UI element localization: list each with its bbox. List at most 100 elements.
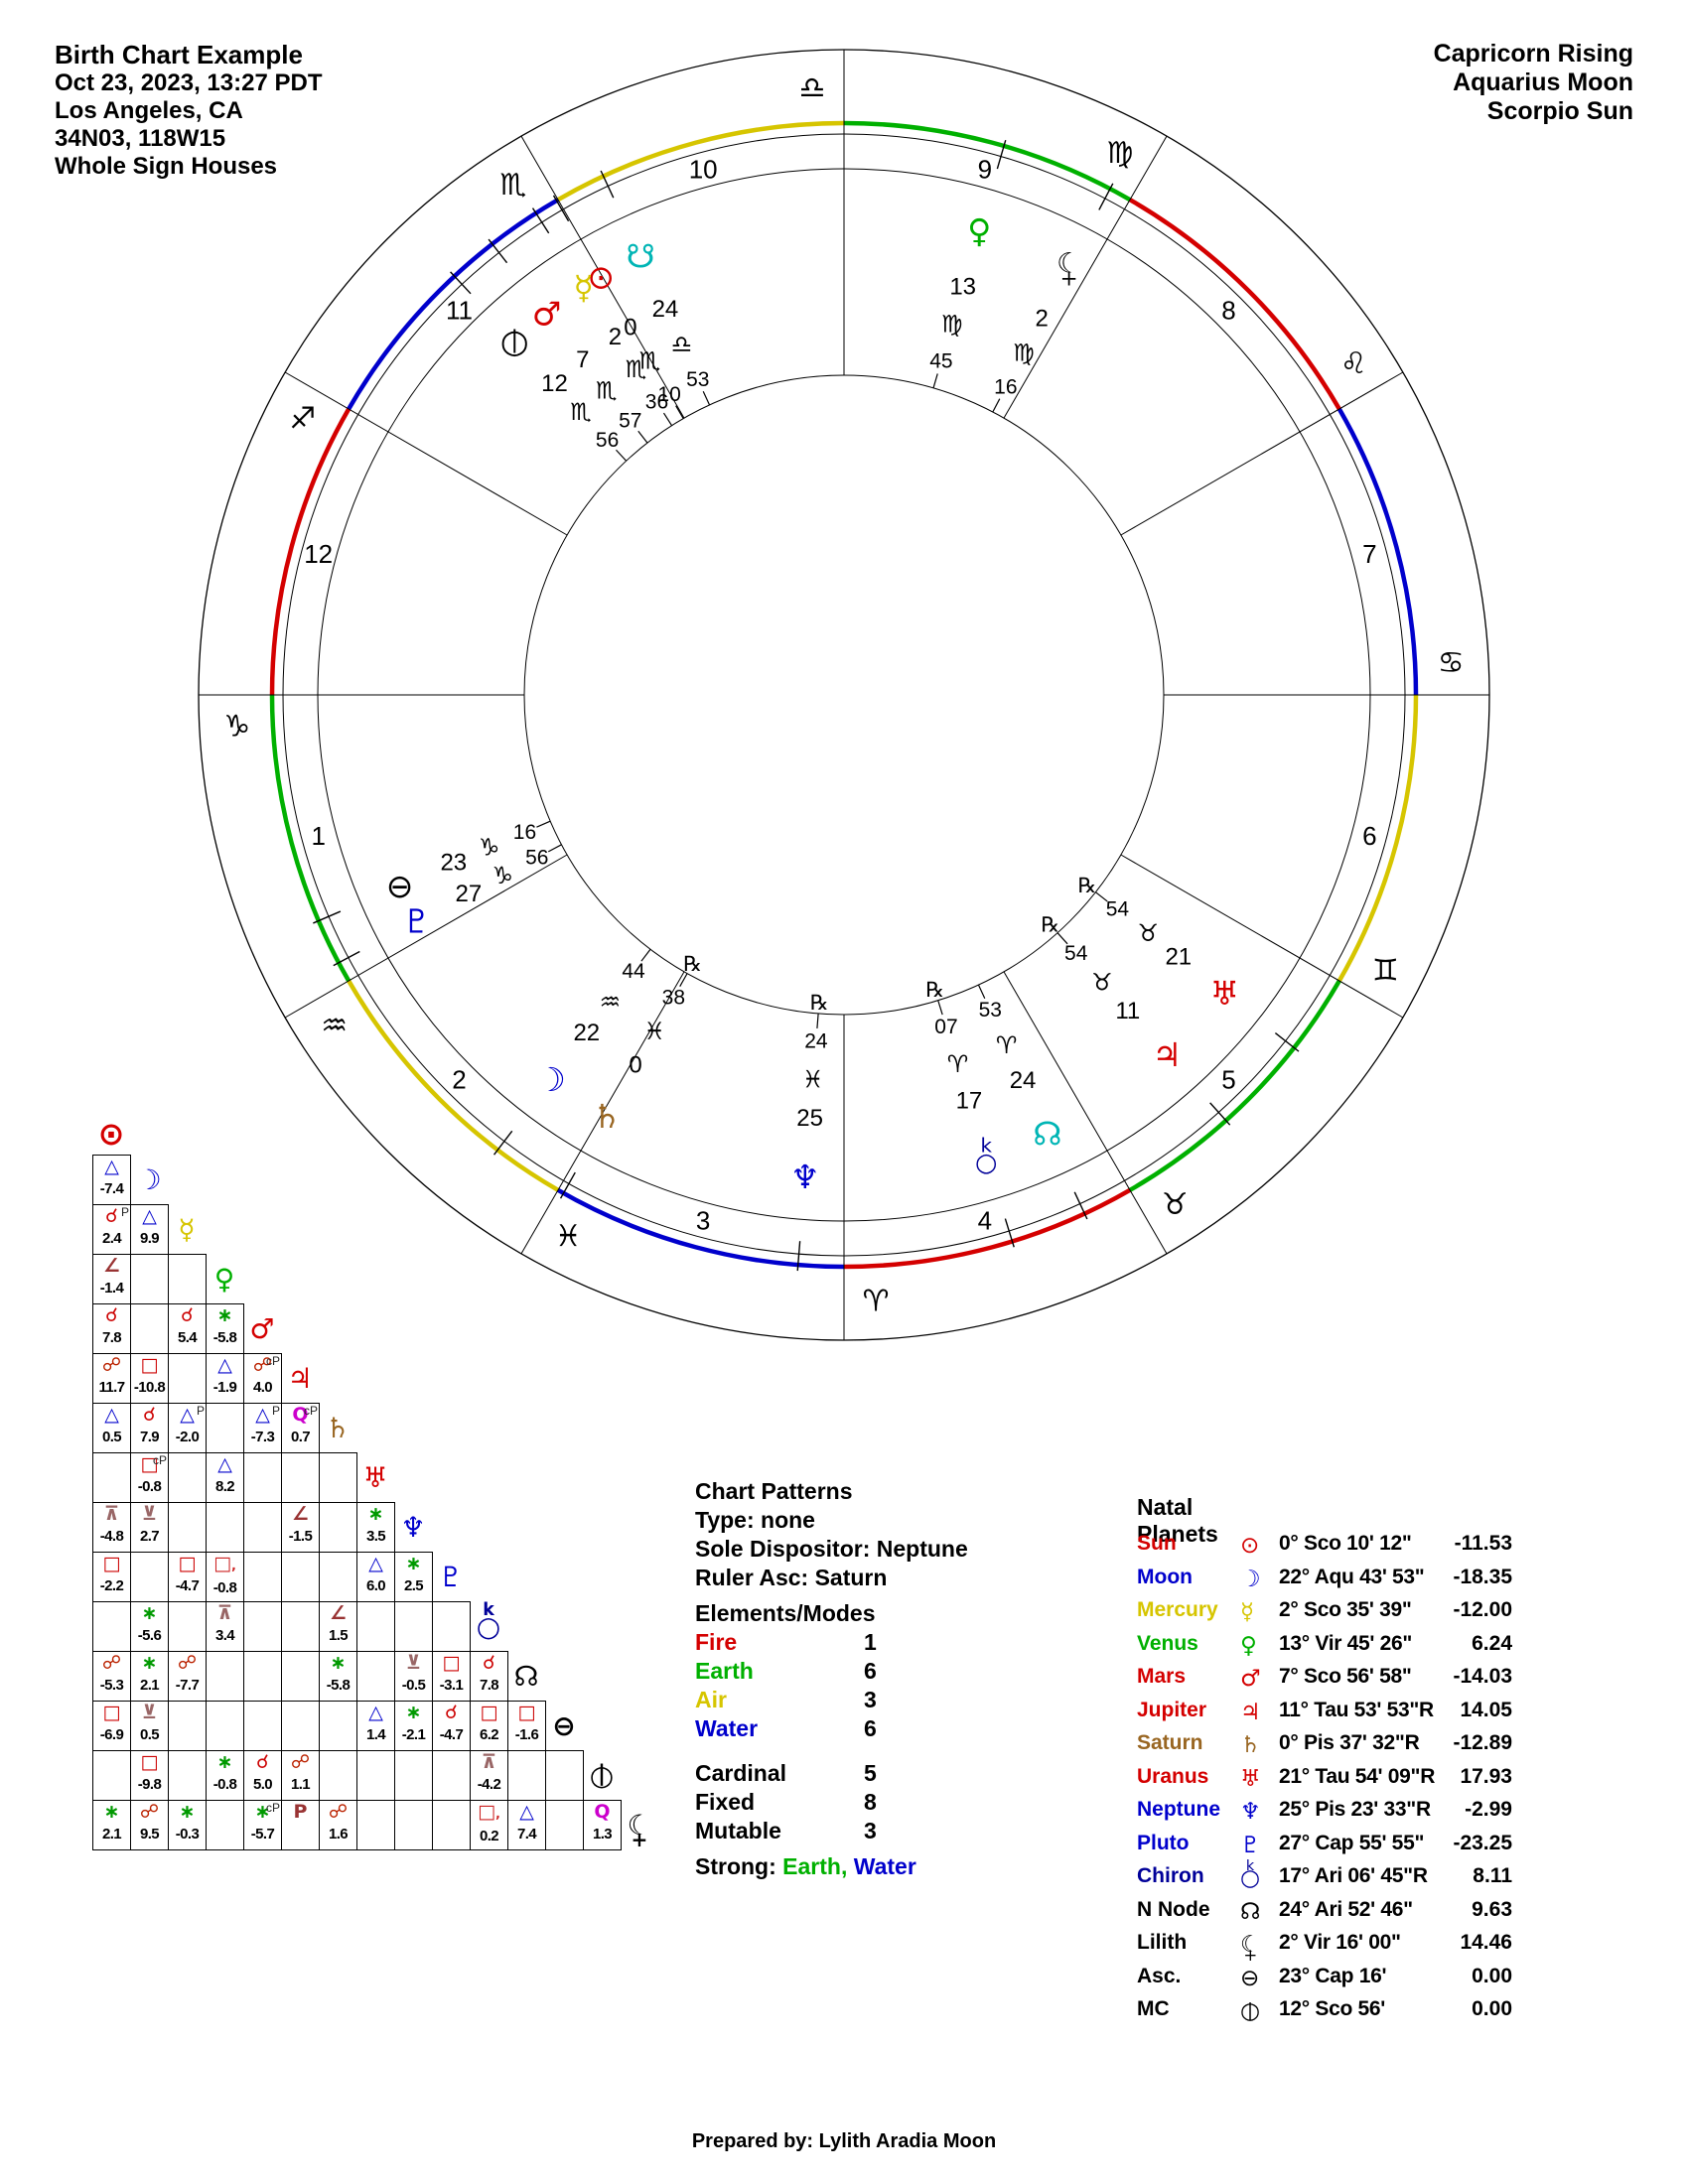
planet-tick (1098, 183, 1114, 210)
natal-row-sun: Sun ⊙ 0° Sco 10' 12" -11.53 (1137, 1532, 1512, 1559)
asc-icon: ⊖ (386, 867, 414, 905)
planet-tick-inner (932, 373, 938, 389)
planet-tick (1274, 1032, 1300, 1052)
moon-icon: ☽ (536, 1060, 566, 1099)
wheel-degree: 12 (541, 370, 568, 397)
aspect-cell-MC-Jupiter: ☍ 1.1 (281, 1750, 320, 1801)
aspect-cell-Uranus-Mercury (168, 1452, 207, 1503)
aspect-cell-Pluto-Saturn (319, 1552, 357, 1602)
mars-icon: ♂ (532, 294, 562, 333)
grid-nnode-icon: ☊ (513, 1659, 539, 1693)
wheel-degree: 24 (652, 296, 679, 323)
aspect-cell-Lilith-Asc (545, 1800, 584, 1850)
house-number-10: 10 (689, 155, 718, 185)
aspect-cell-Chiron-Venus: ⊼ 3.4 (206, 1601, 244, 1652)
sun-icon: ⊙ (587, 257, 615, 296)
element-arc-capricorn (269, 694, 352, 983)
grid-moon-icon: ☽ (136, 1162, 162, 1196)
house-number-4: 4 (978, 1205, 992, 1235)
aspect-cell-N Node-Neptune: ⊻ -0.5 (394, 1651, 433, 1702)
aspect-cell-Mars-Mercury: ☌ 5.4 (168, 1303, 207, 1354)
chart-patterns-block: Chart Patterns Type: none Sole Disposito… (695, 1477, 968, 1881)
chiron-icon: ○ (975, 1148, 997, 1177)
natal-row-asc: Asc. ⊖ 23° Cap 16' 0.00 (1137, 1964, 1512, 1991)
zodiac-sign-pisces: ♓ (555, 1219, 582, 1254)
planet-tick (450, 271, 472, 295)
aspect-cell-Lilith-N Node: △ 7.4 (507, 1800, 546, 1850)
wheel-sign: ♏ (596, 376, 618, 404)
element-arc-gemini (1336, 694, 1419, 983)
aspect-cell-Pluto-Venus: □, -0.8 (206, 1552, 244, 1602)
wheel-degree: 13 (949, 274, 976, 301)
planet-tick (1004, 1218, 1015, 1248)
natal-row-venus: Venus ♀ 13° Vir 45' 26" 6.24 (1137, 1631, 1512, 1659)
chart-location: Los Angeles, CA (55, 97, 243, 124)
natal-row-mercury: Mercury ☿ 2° Sco 35' 39" -12.00 (1137, 1598, 1512, 1625)
wheel-minute: 56 (596, 429, 619, 452)
wheel-minute: 24 (804, 1029, 828, 1052)
aspect-cell-Chiron-Uranus (356, 1601, 395, 1652)
wheel-degree: 27 (456, 881, 483, 907)
aspect-cell-Lilith-Venus (206, 1800, 244, 1850)
grid-saturn-icon: ♄ (325, 1411, 351, 1444)
wheel-degree: 7 (576, 346, 589, 373)
house-cusp-line (1003, 971, 1168, 1255)
wheel-sign: ♓ (643, 1018, 665, 1045)
house-number-2: 2 (452, 1064, 466, 1094)
wheel-sign: ♓ (802, 1066, 824, 1094)
rising-sign: Capricorn Rising (1433, 40, 1633, 68)
wheel-minute: 10 (657, 383, 680, 406)
planet-tick-inner (992, 398, 1001, 413)
planet-tick-inner (675, 405, 684, 419)
house-cusp-line (1120, 371, 1404, 536)
venus-icon: ♀ (967, 211, 991, 250)
element-arc-virgo (843, 120, 1132, 203)
footer-credit: Prepared by: Lylith Aradia Moon (691, 2130, 997, 2152)
aspect-cell-Lilith-Neptune (394, 1800, 433, 1850)
wheel-sign: ♉ (1091, 969, 1113, 997)
grid-jupiter-icon: ♃ (287, 1361, 313, 1395)
wheel-degree: 24 (1010, 1067, 1037, 1094)
aspect-cell-MC-Asc (545, 1750, 584, 1801)
element-count-water: Water 6 (695, 1715, 877, 1741)
aspect-cell-Lilith-Jupiter: P (281, 1800, 320, 1850)
zodiac-sign-scorpio: ♏ (499, 168, 526, 203)
natal-row-lilith: Lilith ☾ + 2° Vir 16' 00" 14.46 (1137, 1931, 1512, 1966)
wheel-degree: 11 (1115, 998, 1140, 1024)
uranus-icon: ♅ (1209, 974, 1239, 1013)
aspect-cell-Chiron-Neptune (394, 1601, 433, 1652)
strong-elements: Strong: Earth, Water (695, 1853, 916, 1879)
aspect-cell-Uranus-Mars (243, 1452, 282, 1503)
element-arc-taurus (1128, 979, 1341, 1192)
zodiac-sign-capricorn: ♑ (223, 710, 250, 745)
aspect-cell-Asc-Jupiter (281, 1701, 320, 1751)
planet-tick-inner (536, 820, 551, 828)
natal-wheel: ♈♉♊♋♌♍♎♏♐♑♒♓123 456789101112⊙0♏10☽22♒44☿2… (198, 49, 1490, 1341)
aspect-cell-Asc-Moon: ⊻ 0.5 (130, 1701, 169, 1751)
neptune-icon: ♆ (790, 1158, 820, 1196)
aspect-cell-Saturn-Mars: △ P -7.3 (243, 1403, 282, 1453)
wheel-degree: 21 (1165, 944, 1192, 971)
modes-list: Cardinal 5 Fixed 8 Mutable 3 (695, 1759, 968, 1845)
wheel-sign: ♏ (626, 355, 647, 383)
natal-row-nnode: N Node ☊ 24° Ari 52' 46" 9.63 (1137, 1897, 1512, 1925)
pluto-icon: ♇ (402, 902, 432, 941)
wheel-minute: 53 (686, 368, 709, 391)
element-count-fire: Fire 1 (695, 1629, 877, 1655)
house-number-8: 8 (1221, 296, 1235, 326)
pattern-type: Type: none (695, 1507, 815, 1533)
planet-tick (796, 1241, 801, 1272)
grid-pluto-icon: ♇ (438, 1560, 464, 1593)
house-cusp-line (1003, 135, 1168, 419)
wheel-sign: ♈ (996, 1031, 1018, 1059)
element-arc-sagittarius (269, 407, 352, 696)
retrograde-mark: ℞ (1077, 874, 1096, 897)
chiron-icon: k (981, 1135, 993, 1158)
planet-tick-inner (547, 844, 562, 853)
aspect-cell-MC-Moon: □ -9.8 (130, 1750, 169, 1801)
wheel-degree: 25 (796, 1105, 823, 1132)
aspect-cell-Asc-Neptune: ∗ -2.1 (394, 1701, 433, 1751)
house-number-5: 5 (1221, 1064, 1235, 1094)
sole-dispositor: Sole Dispositor: Neptune (695, 1536, 968, 1562)
